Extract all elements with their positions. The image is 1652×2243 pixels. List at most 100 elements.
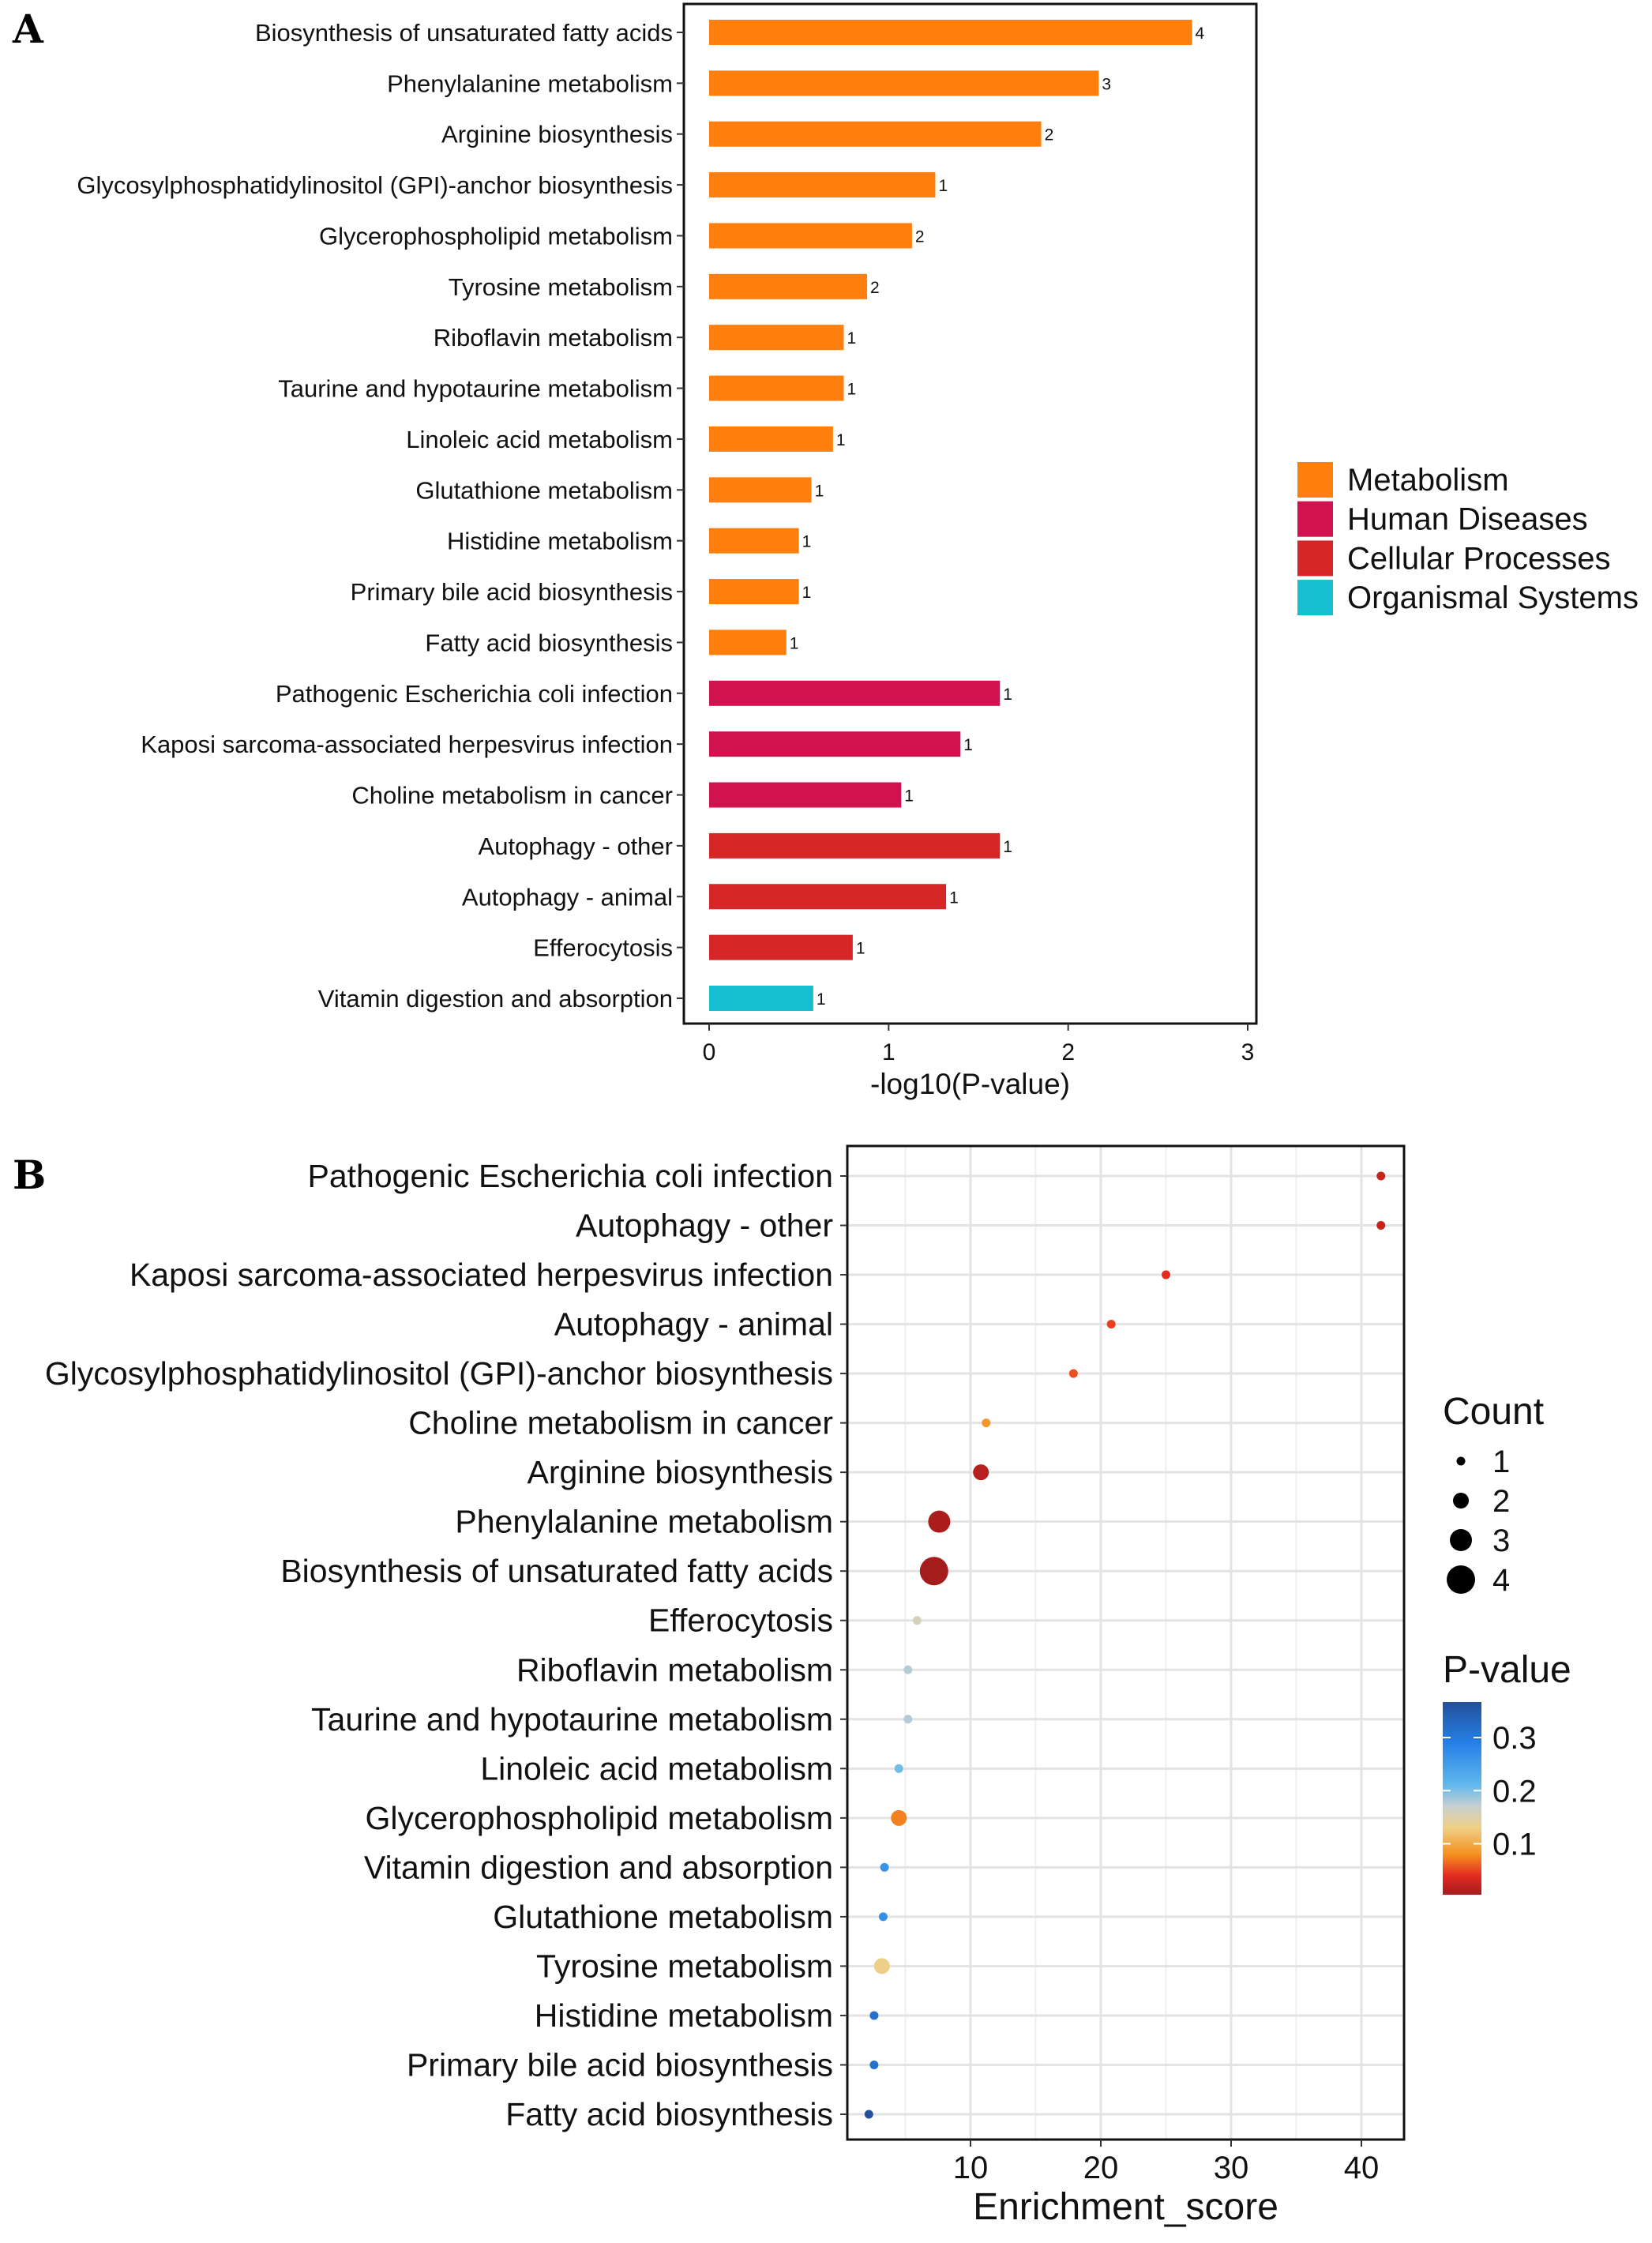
y-tick-label: Linoleic acid metabolism [480, 1750, 833, 1787]
y-tick-label: Choline metabolism in cancer [408, 1405, 833, 1441]
bar [709, 325, 844, 351]
y-tick-label: Fatty acid biosynthesis [425, 629, 673, 656]
y-tick-label: Arginine biosynthesis [441, 121, 673, 148]
data-point [869, 2011, 879, 2020]
legend-swatch [1297, 540, 1333, 577]
bar [709, 782, 902, 808]
color-legend-title: P-value [1443, 1649, 1571, 1691]
y-tick-label: Tyrosine metabolism [536, 1948, 833, 1984]
bar [709, 986, 813, 1011]
size-legend-label: 4 [1492, 1563, 1510, 1598]
data-point [903, 1665, 913, 1674]
x-tick-label: 40 [1344, 2151, 1380, 2185]
data-point [919, 1557, 948, 1586]
legend-swatch [1297, 580, 1333, 616]
x-tick-label: 20 [1083, 2151, 1119, 2185]
y-tick-label: Glycosylphosphatidylinositol (GPI)-ancho… [77, 171, 673, 199]
bar [709, 172, 936, 198]
bar [709, 70, 1099, 96]
size-legend-label: 1 [1492, 1445, 1510, 1479]
y-tick-label: Autophagy - animal [554, 1306, 833, 1343]
bar [709, 579, 799, 605]
y-tick-label: Pathogenic Escherichia coli infection [308, 1158, 834, 1194]
bar-count-label: 1 [963, 736, 973, 754]
bar [709, 832, 1001, 859]
data-point [1162, 1270, 1170, 1279]
y-tick-label: Vitamin digestion and absorption [364, 1849, 833, 1885]
y-tick-label: Vitamin digestion and absorption [318, 985, 673, 1013]
y-tick-label: Taurine and hypotaurine metabolism [278, 375, 673, 403]
size-legend-label: 2 [1492, 1484, 1510, 1519]
data-point [878, 1912, 888, 1922]
y-tick-label: Glycerophospholipid metabolism [319, 222, 673, 250]
bar-count-label: 1 [904, 787, 914, 806]
bar [709, 884, 947, 910]
x-tick-label: 30 [1214, 2151, 1249, 2185]
data-point [864, 2110, 873, 2119]
y-tick-label: Autophagy - animal [462, 883, 673, 911]
bar [709, 731, 961, 757]
panel-label-a: A [12, 6, 44, 52]
data-point [1376, 1171, 1386, 1181]
bar-count-label: 2 [870, 279, 880, 297]
colorbar-label: 0.2 [1492, 1774, 1537, 1809]
legend-swatch [1297, 462, 1333, 498]
data-point [903, 1715, 913, 1724]
y-tick-label: Tyrosine metabolism [449, 273, 673, 301]
bar [709, 375, 844, 401]
bar [709, 121, 1042, 147]
bar-count-label: 1 [856, 940, 865, 958]
y-tick-label: Biosynthesis of unsaturated fatty acids [280, 1553, 833, 1589]
size-legend-key [1450, 1529, 1472, 1551]
x-tick-label: 1 [882, 1039, 895, 1065]
bar-count-label: 2 [915, 227, 925, 246]
panel-label-b: B [13, 1152, 46, 1198]
data-point [928, 1510, 951, 1533]
bar [709, 477, 812, 503]
y-tick-label: Primary bile acid biosynthesis [351, 578, 673, 606]
legend-label: Human Diseases [1347, 502, 1588, 537]
bar-count-label: 1 [802, 533, 812, 551]
size-legend-key [1456, 1456, 1466, 1466]
dot-chart-b: Pathogenic Escherichia coli infection Aut… [45, 1144, 1571, 2228]
y-tick-label: Choline metabolism in cancer [351, 782, 673, 810]
data-point [880, 1862, 889, 1872]
bar-count-label: 3 [1102, 75, 1111, 93]
y-tick-label: Efferocytosis [648, 1602, 833, 1639]
y-tick-label: Kaposi sarcoma-associated herpesvirus in… [130, 1257, 833, 1293]
y-tick-label: Histidine metabolism [535, 1997, 833, 2034]
y-tick-label: Riboflavin metabolism [434, 324, 673, 351]
bar-count-label: 1 [817, 990, 826, 1009]
bar-count-label: 1 [790, 634, 799, 652]
y-tick-label: Glycosylphosphatidylinositol (GPI)-ancho… [45, 1355, 833, 1392]
y-tick-label: Linoleic acid metabolism [406, 426, 673, 453]
colorbar [1443, 1702, 1481, 1895]
y-tick-label: Glutathione metabolism [493, 1899, 833, 1935]
y-tick-label: Glutathione metabolism [415, 476, 673, 504]
colorbar-label: 0.1 [1492, 1827, 1537, 1862]
legend-swatch [1297, 501, 1333, 537]
data-point [982, 1418, 991, 1428]
bar [709, 629, 787, 656]
y-tick-label: Phenylalanine metabolism [387, 70, 673, 97]
y-tick-label: Primary bile acid biosynthesis [407, 2046, 833, 2083]
bar [709, 934, 853, 960]
data-point [873, 1958, 890, 1974]
size-legend-label: 3 [1492, 1524, 1510, 1558]
x-axis-title: -log10(P-value) [870, 1068, 1070, 1100]
y-tick-label: Biosynthesis of unsaturated fatty acids [255, 19, 673, 47]
x-tick-label: 0 [703, 1039, 716, 1065]
y-tick-label: Arginine biosynthesis [528, 1454, 833, 1490]
bar-count-label: 1 [802, 584, 812, 602]
bar [709, 223, 912, 249]
x-tick-label: 3 [1241, 1039, 1255, 1065]
bar-count-label: 1 [847, 381, 857, 399]
y-tick-label: Histidine metabolism [447, 528, 673, 555]
size-legend-title: Count [1443, 1391, 1544, 1433]
bar-count-label: 2 [1045, 126, 1054, 145]
y-tick-label: Taurine and hypotaurine metabolism [311, 1701, 833, 1738]
bar [709, 20, 1192, 45]
y-tick-label: Autophagy - other [576, 1208, 833, 1244]
data-point [869, 2060, 879, 2069]
data-point [1068, 1369, 1078, 1378]
